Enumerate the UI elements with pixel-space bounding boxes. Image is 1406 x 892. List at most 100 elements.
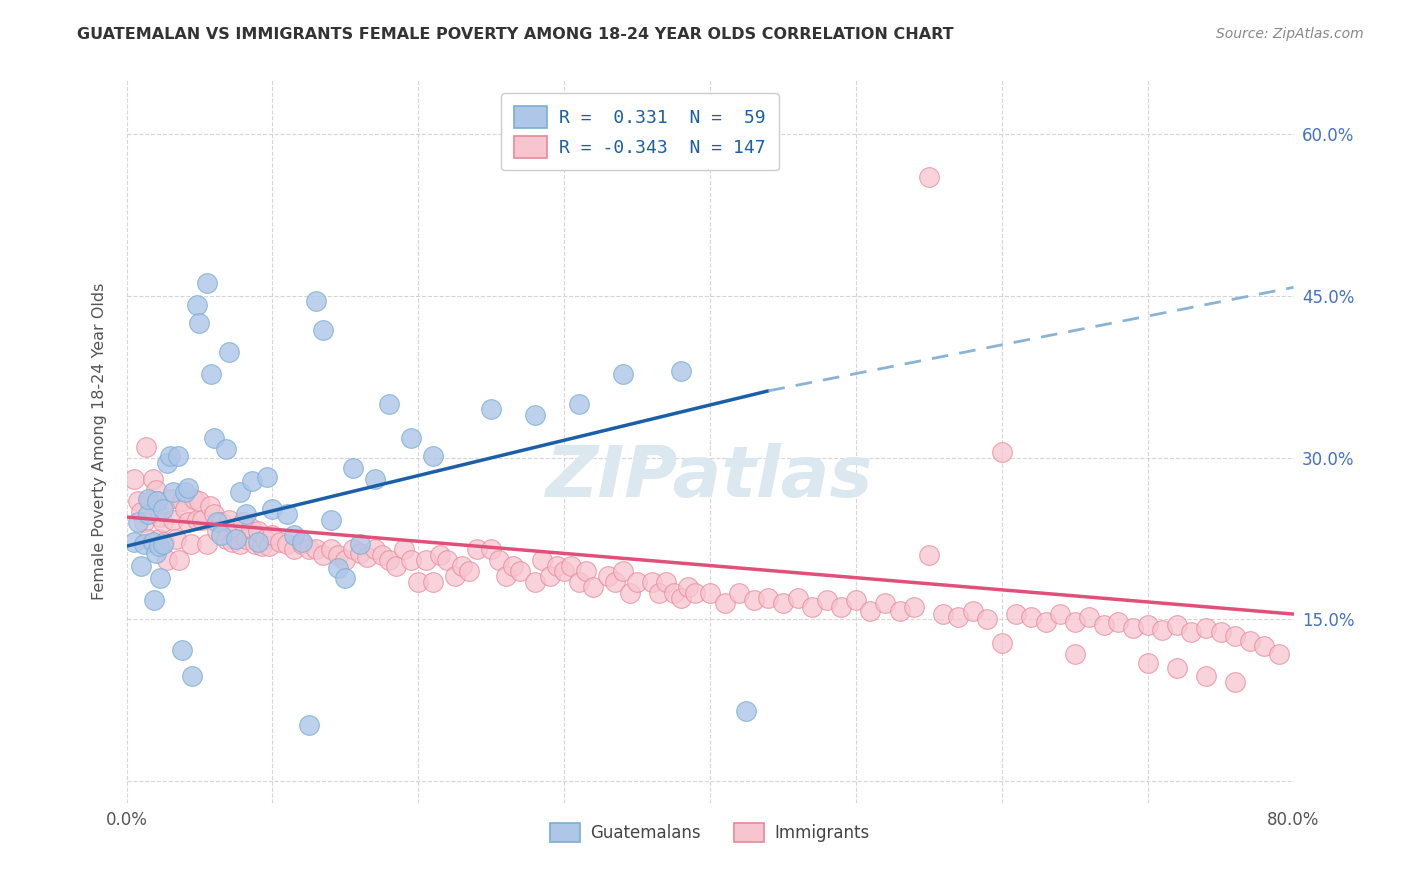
Point [283, 542, 305, 557]
Point [538, 569, 561, 583]
Point [422, 449, 444, 463]
Point [918, 170, 941, 185]
Point [262, 502, 284, 516]
Point [962, 604, 984, 618]
Point [180, 537, 202, 551]
Point [200, 367, 222, 381]
Point [142, 534, 165, 549]
Point [166, 449, 188, 463]
Point [429, 548, 451, 562]
Point [509, 564, 531, 578]
Point [326, 560, 349, 574]
Point [181, 668, 204, 682]
Point [1092, 618, 1115, 632]
Point [335, 553, 357, 567]
Legend: Guatemalans, Immigrants: Guatemalans, Immigrants [544, 816, 876, 848]
Point [546, 558, 568, 573]
Point [298, 718, 321, 732]
Point [495, 569, 517, 583]
Point [127, 493, 149, 508]
Point [1049, 607, 1071, 621]
Point [502, 558, 524, 573]
Point [713, 596, 735, 610]
Point [139, 493, 162, 508]
Point [875, 596, 897, 610]
Point [152, 516, 174, 530]
Point [138, 491, 160, 506]
Point [1180, 625, 1202, 640]
Point [209, 516, 232, 530]
Point [560, 558, 582, 573]
Point [1195, 621, 1218, 635]
Point [415, 553, 437, 567]
Point [399, 431, 422, 445]
Point [305, 542, 328, 557]
Point [479, 402, 502, 417]
Point [174, 502, 197, 516]
Point [479, 542, 502, 557]
Point [662, 585, 685, 599]
Point [1223, 629, 1246, 643]
Point [408, 574, 430, 589]
Point [269, 534, 291, 549]
Text: GUATEMALAN VS IMMIGRANTS FEMALE POVERTY AMONG 18-24 YEAR OLDS CORRELATION CHART: GUATEMALAN VS IMMIGRANTS FEMALE POVERTY … [77, 27, 953, 42]
Point [685, 585, 707, 599]
Point [218, 345, 240, 359]
Point [612, 564, 634, 578]
Point [349, 537, 371, 551]
Point [298, 542, 321, 557]
Point [235, 507, 257, 521]
Point [1019, 610, 1042, 624]
Point [165, 532, 187, 546]
Point [312, 548, 335, 562]
Point [582, 580, 605, 594]
Point [152, 537, 174, 551]
Point [250, 539, 273, 553]
Point [531, 553, 554, 567]
Point [177, 481, 200, 495]
Point [153, 534, 176, 549]
Point [349, 546, 371, 560]
Point [488, 553, 510, 567]
Point [524, 408, 547, 422]
Point [218, 513, 240, 527]
Point [772, 596, 794, 610]
Point [146, 493, 169, 508]
Point [626, 574, 648, 589]
Point [122, 534, 145, 549]
Point [326, 548, 349, 562]
Point [148, 532, 170, 546]
Point [436, 553, 458, 567]
Point [215, 532, 238, 546]
Point [735, 704, 758, 718]
Point [240, 475, 263, 489]
Point [132, 537, 155, 551]
Point [990, 636, 1012, 650]
Point [188, 493, 211, 508]
Text: Source: ZipAtlas.com: Source: ZipAtlas.com [1216, 27, 1364, 41]
Point [122, 472, 145, 486]
Point [159, 449, 181, 463]
Point [378, 397, 401, 411]
Point [815, 593, 838, 607]
Point [1136, 618, 1159, 632]
Point [186, 513, 208, 527]
Point [225, 521, 247, 535]
Point [283, 528, 305, 542]
Point [205, 524, 228, 538]
Point [742, 593, 765, 607]
Point [145, 546, 167, 560]
Point [198, 500, 221, 514]
Point [215, 442, 238, 456]
Point [451, 558, 474, 573]
Point [142, 472, 165, 486]
Point [1268, 647, 1291, 661]
Point [1035, 615, 1057, 629]
Point [655, 574, 678, 589]
Point [148, 539, 170, 553]
Point [648, 585, 671, 599]
Point [188, 316, 211, 330]
Point [889, 604, 911, 618]
Point [605, 574, 627, 589]
Point [976, 612, 998, 626]
